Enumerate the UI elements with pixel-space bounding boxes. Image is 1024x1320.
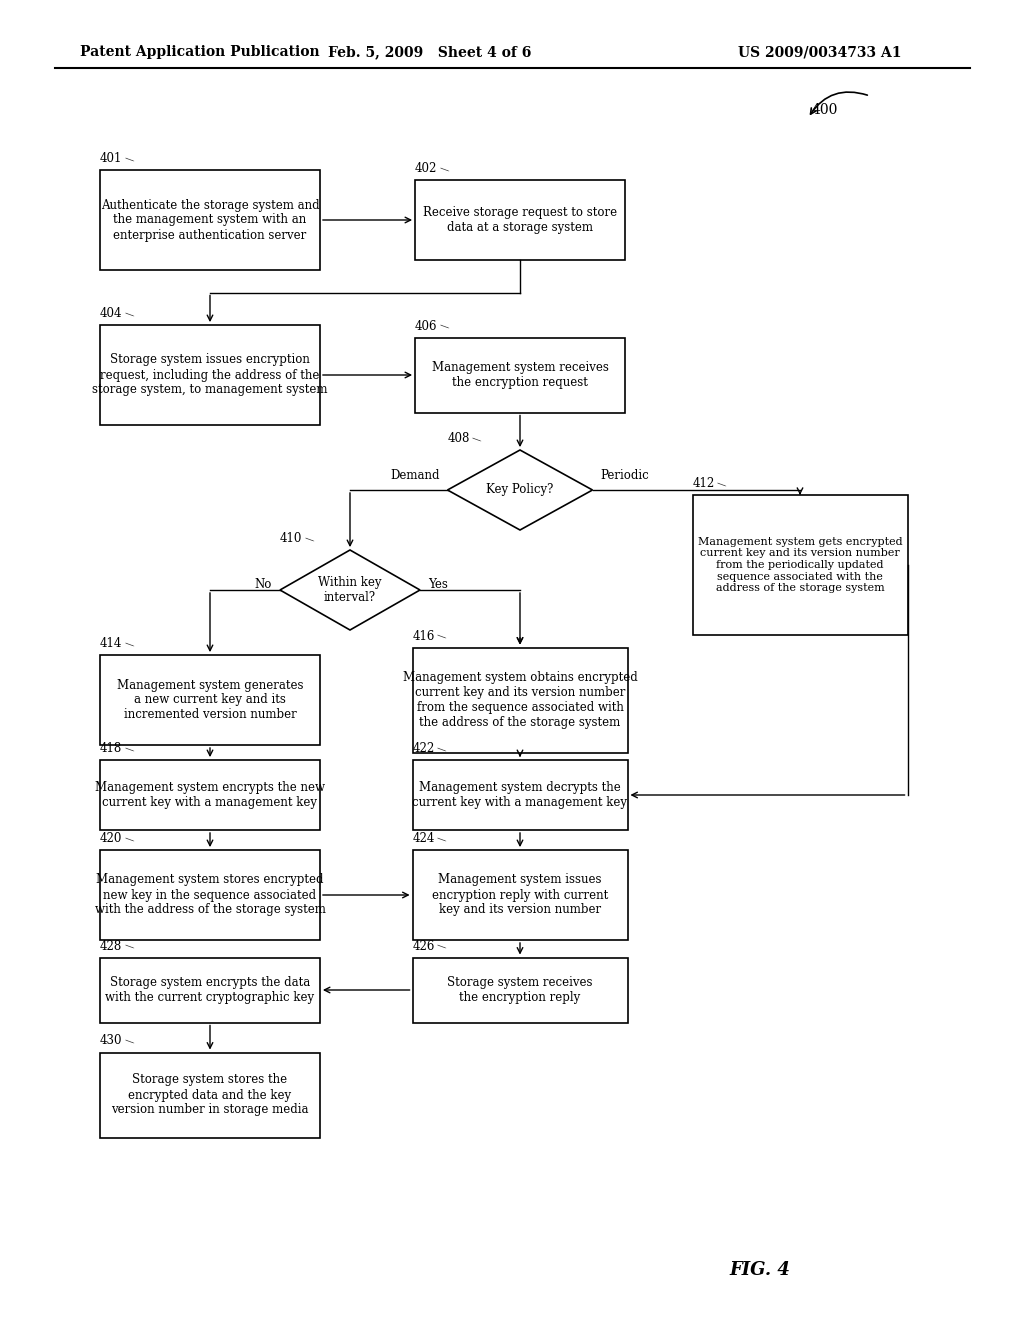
Bar [692, 495, 907, 635]
Text: —: — [468, 432, 482, 445]
Text: —: — [120, 638, 135, 649]
Text: 412: 412 [692, 477, 715, 490]
Text: —: — [120, 152, 135, 165]
Text: Receive storage request to store
data at a storage system: Receive storage request to store data at… [423, 206, 617, 234]
Text: Management system stores encrypted
new key in the sequence associated
with the a: Management system stores encrypted new k… [94, 874, 326, 916]
Text: Management system generates
a new current key and its
incremented version number: Management system generates a new curren… [117, 678, 303, 722]
Text: Storage system encrypts the data
with the current cryptographic key: Storage system encrypts the data with th… [105, 975, 314, 1005]
Text: 420: 420 [100, 832, 123, 845]
Bar [100, 957, 319, 1023]
Bar [413, 850, 628, 940]
Text: 424: 424 [413, 832, 435, 845]
Text: 414: 414 [100, 638, 123, 649]
Text: No: No [255, 578, 272, 591]
Text: Feb. 5, 2009   Sheet 4 of 6: Feb. 5, 2009 Sheet 4 of 6 [329, 45, 531, 59]
Text: 406: 406 [415, 319, 437, 333]
Text: 404: 404 [100, 308, 123, 319]
Text: —: — [120, 832, 135, 845]
Text: —: — [120, 940, 135, 953]
Text: 422: 422 [413, 742, 435, 755]
Text: 410: 410 [280, 532, 302, 545]
Text: Storage system stores the
encrypted data and the key
version number in storage m: Storage system stores the encrypted data… [112, 1073, 309, 1117]
Text: US 2009/0034733 A1: US 2009/0034733 A1 [738, 45, 902, 59]
Text: Yes: Yes [428, 578, 447, 591]
Bar [100, 760, 319, 830]
Text: Storage system issues encryption
request, including the address of the
storage s: Storage system issues encryption request… [92, 354, 328, 396]
Text: 428: 428 [100, 940, 122, 953]
Text: Patent Application Publication: Patent Application Publication [80, 45, 319, 59]
Text: 400: 400 [812, 103, 839, 117]
Text: —: — [300, 532, 315, 545]
Text: —: — [435, 162, 451, 176]
Bar [100, 850, 319, 940]
Text: Within key
interval?: Within key interval? [318, 576, 382, 605]
Text: —: — [432, 832, 447, 845]
Bar [413, 760, 628, 830]
Text: FIG. 4: FIG. 4 [729, 1261, 791, 1279]
Polygon shape [447, 450, 593, 531]
Text: Management system obtains encrypted
current key and its version number
from the : Management system obtains encrypted curr… [402, 671, 637, 729]
Text: —: — [432, 630, 447, 643]
Text: Demand: Demand [390, 469, 439, 482]
Bar [100, 325, 319, 425]
Text: —: — [432, 742, 447, 755]
Text: Management system gets encrypted
current key and its version number
from the per: Management system gets encrypted current… [697, 537, 902, 593]
Text: Periodic: Periodic [600, 469, 649, 482]
Text: —: — [713, 477, 728, 490]
Text: Management system encrypts the new
current key with a management key: Management system encrypts the new curre… [95, 781, 325, 809]
Text: Management system issues
encryption reply with current
key and its version numbe: Management system issues encryption repl… [432, 874, 608, 916]
Text: —: — [432, 940, 447, 953]
Bar [413, 648, 628, 752]
Bar [415, 338, 625, 412]
Text: —: — [435, 319, 451, 333]
Text: 426: 426 [413, 940, 435, 953]
Text: 430: 430 [100, 1035, 123, 1048]
Text: Storage system receives
the encryption reply: Storage system receives the encryption r… [447, 975, 593, 1005]
Text: Key Policy?: Key Policy? [486, 483, 554, 496]
Text: 401: 401 [100, 152, 123, 165]
Text: —: — [120, 308, 135, 319]
Bar [100, 1052, 319, 1138]
Bar [413, 957, 628, 1023]
Text: —: — [120, 742, 135, 755]
Text: Authenticate the storage system and
the management system with an
enterprise aut: Authenticate the storage system and the … [100, 198, 319, 242]
Text: Management system receives
the encryption request: Management system receives the encryptio… [431, 360, 608, 389]
Bar [100, 170, 319, 271]
Text: 402: 402 [415, 162, 437, 176]
Polygon shape [280, 550, 420, 630]
Bar [100, 655, 319, 744]
Bar [415, 180, 625, 260]
Text: —: — [120, 1035, 135, 1048]
Text: 408: 408 [447, 432, 470, 445]
Text: Management system decrypts the
current key with a management key: Management system decrypts the current k… [413, 781, 628, 809]
Text: 416: 416 [413, 630, 435, 643]
Text: 418: 418 [100, 742, 122, 755]
